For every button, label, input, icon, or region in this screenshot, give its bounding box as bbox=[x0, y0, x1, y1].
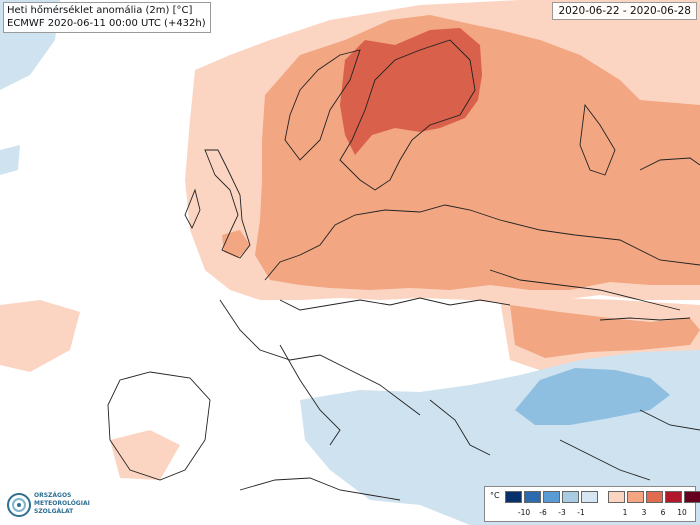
legend-unit: °C bbox=[490, 491, 500, 500]
legend-tick-label: 3 bbox=[641, 508, 647, 517]
logo: ORSZÁGOS METEOROLÓGIAI SZOLGÁLAT bbox=[4, 489, 92, 521]
legend-swatch bbox=[543, 491, 560, 503]
country-borders bbox=[107, 39, 700, 501]
light-cool-anomaly-greenland bbox=[0, 145, 20, 175]
legend-swatch bbox=[524, 491, 541, 503]
legend-swatch bbox=[581, 491, 598, 503]
legend-swatch bbox=[665, 491, 682, 503]
legend-swatch bbox=[608, 491, 625, 503]
map-title-box: Heti hőmérséklet anomália (2m) [°C] ECMW… bbox=[3, 2, 211, 33]
legend-swatch bbox=[646, 491, 663, 503]
logo-line-1: ORSZÁGOS bbox=[34, 492, 72, 499]
warm-anomaly-region-east bbox=[510, 305, 700, 358]
color-legend: °C -10 -6 -3 -1 1 3 6 10 bbox=[484, 486, 700, 522]
legend-tick-label: 1 bbox=[622, 508, 628, 517]
legend-tick-label: 10 bbox=[677, 508, 687, 517]
legend-tick-label: -1 bbox=[577, 508, 585, 517]
legend-tick-label: 6 bbox=[660, 508, 666, 517]
legend-tick-label: -3 bbox=[558, 508, 566, 517]
cool-anomaly-region bbox=[515, 368, 670, 425]
map-title: Heti hőmérséklet anomália (2m) [°C] bbox=[7, 5, 193, 16]
logo-line-2: METEOROLÓGIAI bbox=[34, 500, 90, 507]
logo-line-3: SZOLGÁLAT bbox=[34, 508, 74, 515]
light-warm-anomaly-atlantic bbox=[0, 300, 80, 372]
weather-service-logo-icon bbox=[7, 493, 31, 517]
legend-swatch bbox=[505, 491, 522, 503]
model-run-label: ECMWF 2020-06-11 00:00 UTC (+432h) bbox=[7, 18, 206, 29]
legend-swatch bbox=[684, 491, 700, 503]
forecast-period: 2020-06-22 - 2020-06-28 bbox=[552, 2, 697, 20]
logo-text: ORSZÁGOS METEOROLÓGIAI SZOLGÁLAT bbox=[34, 492, 90, 516]
warm-anomaly-uk bbox=[222, 230, 250, 258]
legend-swatch bbox=[562, 491, 579, 503]
light-warm-anomaly-west bbox=[110, 430, 180, 480]
hot-anomaly-region bbox=[340, 28, 482, 155]
legend-tick-label: -10 bbox=[517, 508, 531, 517]
legend-tick-label: -6 bbox=[539, 508, 547, 517]
legend-swatch bbox=[627, 491, 644, 503]
